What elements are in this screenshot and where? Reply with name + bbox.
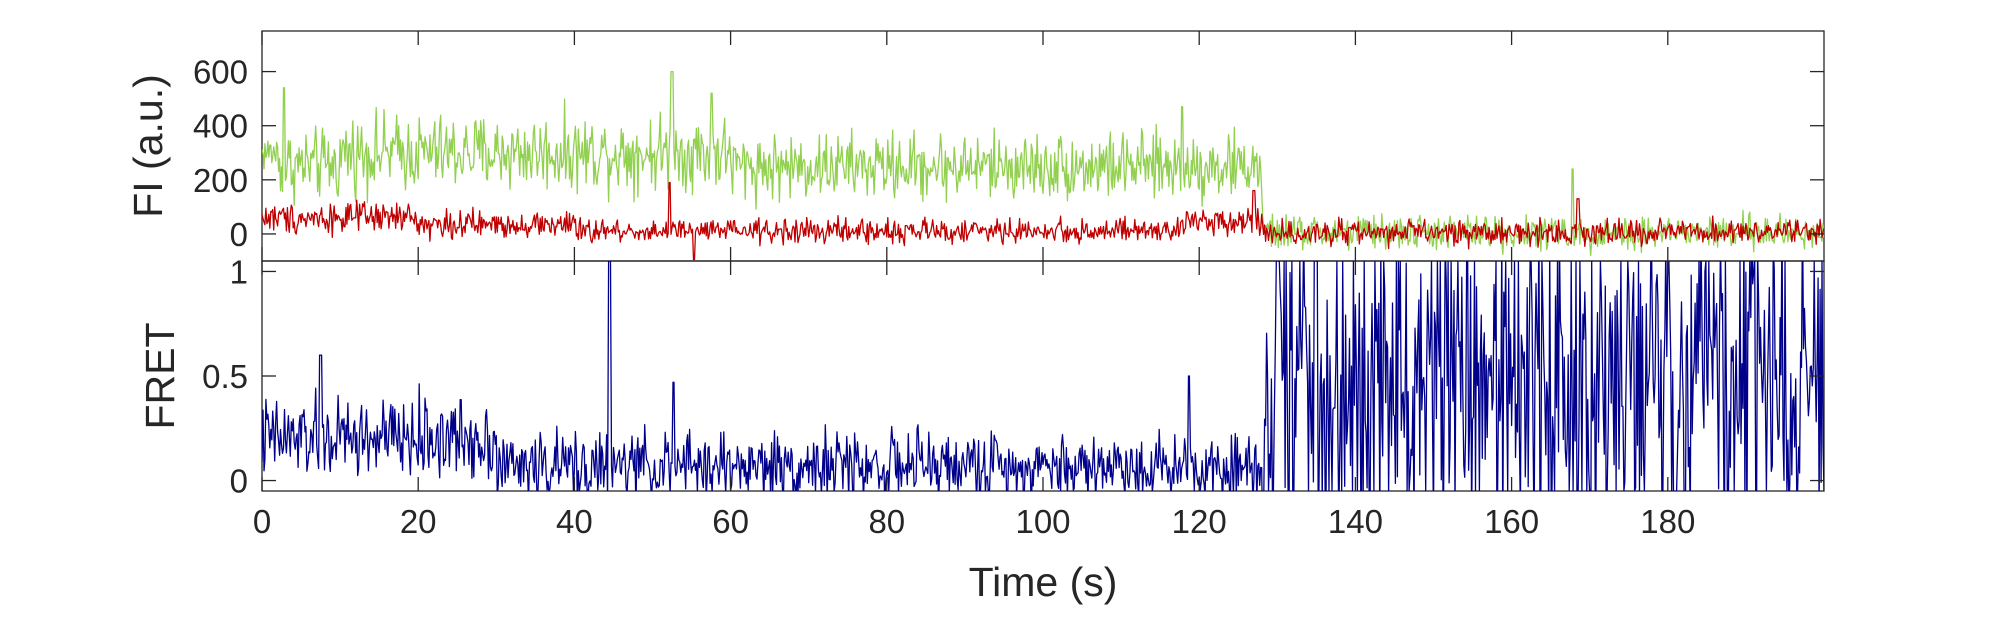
donor-trace bbox=[262, 70, 1824, 257]
fret-y-ticks: 00.51 bbox=[202, 253, 1824, 500]
time-x-axis-label: Time (s) bbox=[969, 559, 1118, 605]
y-tick-label: 0.5 bbox=[202, 358, 248, 395]
y-tick-label: 400 bbox=[193, 108, 248, 145]
x-tick-label: 100 bbox=[1015, 503, 1070, 540]
x-tick-label: 120 bbox=[1172, 503, 1227, 540]
y-tick-label: 600 bbox=[193, 54, 248, 91]
x-tick-label: 140 bbox=[1328, 503, 1383, 540]
time-x-ticks: 0 20 40 60 80 100 120 140 160 180 bbox=[253, 261, 1695, 540]
x-tick-label: 40 bbox=[556, 503, 593, 540]
fret-traces bbox=[262, 261, 1824, 491]
x-tick-label: 180 bbox=[1640, 503, 1695, 540]
intensity-y-ticks: 0 200 400 600 bbox=[193, 31, 1824, 261]
x-tick-label: 60 bbox=[712, 503, 749, 540]
intensity-panel: 0 200 400 600 FI (a.u.) bbox=[125, 30, 1825, 262]
fret-panel: 00.51 0 20 40 60 80 100 120 140 160 180 FRET Time… bbox=[137, 253, 1825, 605]
y-tick-label: 1 bbox=[230, 253, 248, 290]
x-tick-label: 20 bbox=[400, 503, 437, 540]
y-tick-label: 0 bbox=[230, 463, 248, 500]
y-tick-label: 200 bbox=[193, 162, 248, 199]
fret-trace bbox=[262, 261, 1824, 491]
x-tick-label: 80 bbox=[868, 503, 905, 540]
acceptor-trace bbox=[262, 181, 1824, 261]
fret-y-axis-label: FRET bbox=[137, 322, 183, 429]
intensity-y-axis-label: FI (a.u.) bbox=[125, 74, 171, 218]
intensity-traces bbox=[262, 70, 1824, 261]
x-tick-label: 0 bbox=[253, 503, 271, 540]
x-tick-label: 160 bbox=[1484, 503, 1539, 540]
y-tick-label: 0 bbox=[230, 216, 248, 253]
